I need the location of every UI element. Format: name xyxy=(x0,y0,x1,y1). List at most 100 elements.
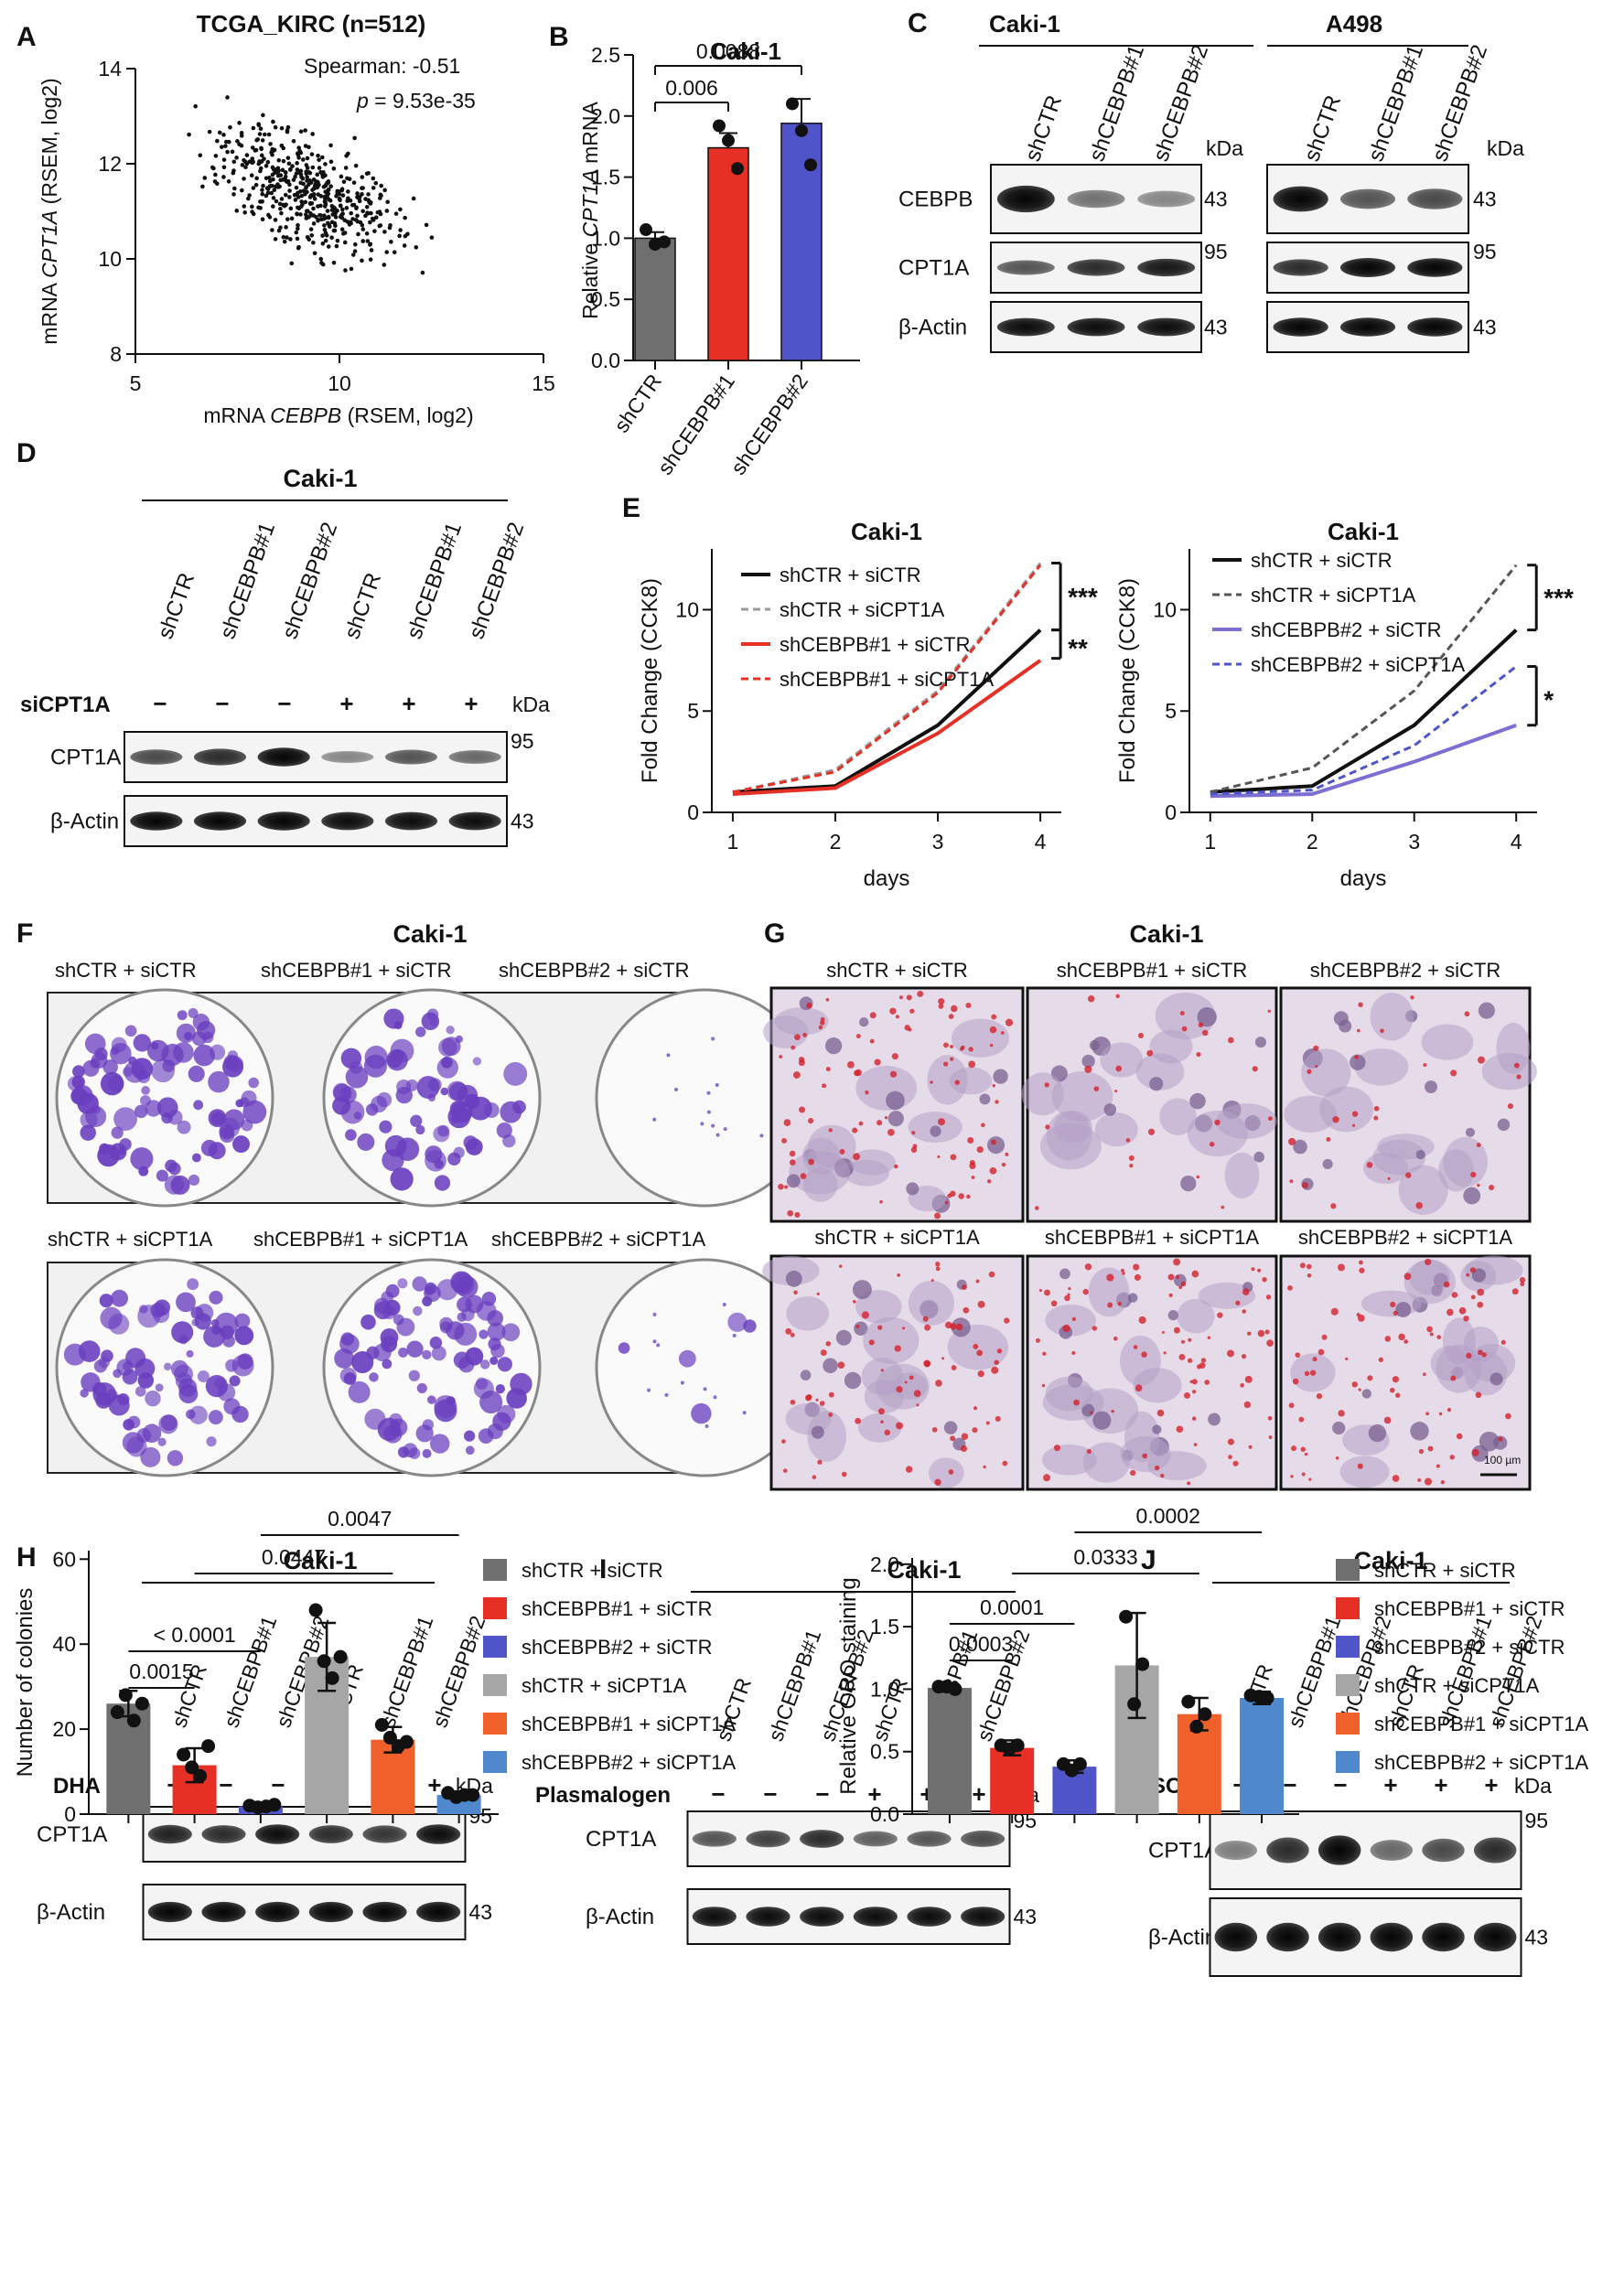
bar-f-legend-swatch xyxy=(483,1713,507,1735)
plate-f-colony xyxy=(497,1357,512,1372)
line-e-left-xlabel: days xyxy=(864,866,910,891)
micro-g-nucleus xyxy=(1471,1268,1487,1283)
bar-f-point xyxy=(118,1688,133,1703)
micro-g-cell-body xyxy=(876,1363,930,1410)
blot-c-caki-band xyxy=(1137,258,1196,277)
plate-f-colony xyxy=(191,1153,201,1163)
micro-g-lipid-droplet xyxy=(1410,995,1414,1000)
blot-d-treatment: siCPT1A xyxy=(20,693,111,717)
micro-g-lipid-droplet xyxy=(954,1080,960,1085)
bar-b-point xyxy=(640,223,652,237)
scatter-point xyxy=(307,182,311,188)
blot-c-marker: 43 xyxy=(1473,316,1497,339)
plate-f-colony xyxy=(164,1362,172,1371)
plate-f-colony xyxy=(183,1031,193,1041)
plate-f-colony xyxy=(457,1356,475,1373)
micro-g-lipid-droplet xyxy=(1447,1308,1454,1316)
blot-d-row-label: β-Actin xyxy=(50,810,119,834)
micro-g-lipid-droplet xyxy=(1050,1300,1058,1307)
plate-f-colony xyxy=(134,1386,146,1397)
blot-i-blot-band xyxy=(907,1831,952,1847)
blot-d-lane-label: shCTR xyxy=(153,570,199,642)
scatter-point xyxy=(364,231,370,236)
scatter-point xyxy=(322,213,327,219)
scatter-point xyxy=(331,205,337,209)
scatter-point xyxy=(213,154,219,158)
micro-g-lipid-droplet xyxy=(1042,1351,1047,1356)
scatter-point xyxy=(343,166,349,170)
scatter-point xyxy=(231,192,236,197)
scatter-point xyxy=(298,204,304,209)
micro-g-nucleus xyxy=(825,1037,843,1055)
micro-g-lipid-droplet xyxy=(943,1061,949,1067)
scatter-point xyxy=(339,188,344,193)
scatter-xlabel: mRNA CEBPB (RSEM, log2) xyxy=(203,403,473,427)
blot-h-treatment: DHA xyxy=(53,1774,101,1799)
scatter-ytick-label: 12 xyxy=(98,152,122,176)
plate-f-colony xyxy=(381,1336,398,1353)
scatter-point xyxy=(397,233,402,239)
plate-f-colony xyxy=(415,1026,426,1037)
blot-c-marker: 43 xyxy=(1204,316,1228,339)
micro-g-lipid-droplet xyxy=(877,1408,885,1415)
micro-g-lipid-droplet xyxy=(966,1194,971,1199)
micro-g-lipid-droplet xyxy=(1438,1412,1443,1416)
micro-g-lipid-droplet xyxy=(944,1200,949,1205)
scatter-point xyxy=(198,153,203,158)
scatter-point xyxy=(285,129,290,134)
blot-c-kda: kDa xyxy=(1206,136,1243,160)
micro-g-nucleus xyxy=(1332,1421,1346,1435)
blot-i-lane-label: shCEBPB#1 xyxy=(763,1627,825,1745)
line-e-right-legend-label: shCTR + siCTR xyxy=(1251,549,1393,572)
line-e-right-series-line xyxy=(1210,665,1518,796)
blot-h-sign: − xyxy=(219,1771,232,1799)
scatter-point xyxy=(268,183,274,188)
plate-f-colony xyxy=(141,1086,150,1095)
plate-f-colony xyxy=(652,1339,657,1344)
blot-d-marker: 43 xyxy=(511,810,534,833)
bar-g-legend-label: shCEBPB#1 + siCPT1A xyxy=(1374,1713,1588,1735)
plate-f-colony xyxy=(369,1372,379,1382)
micro-g-lipid-droplet xyxy=(1160,1473,1165,1478)
micro-g-lipid-droplet xyxy=(991,1139,996,1145)
micro-g-cell-body xyxy=(762,1255,820,1286)
plate-f-colony xyxy=(151,1058,175,1083)
bar-b-ytick-label: 2.0 xyxy=(591,104,620,128)
plate-f-colony xyxy=(373,1301,393,1320)
blot-c-caki-band xyxy=(1137,317,1196,337)
blot-c-lane-label: shCEBPB#1 xyxy=(1084,41,1149,165)
micro-g-lipid-droplet xyxy=(1135,1384,1143,1392)
micro-g-cell-body xyxy=(1339,1456,1390,1488)
micro-g-lipid-droplet xyxy=(815,1398,819,1402)
micro-g-lipid-droplet xyxy=(1106,1273,1114,1282)
blot-h-blot-band xyxy=(147,1824,192,1844)
scatter-point xyxy=(360,192,364,197)
plate-f-colony xyxy=(506,1388,527,1409)
plate-f-colony xyxy=(481,1292,497,1306)
bar-g-p-value: 0.0003 xyxy=(949,1632,1013,1656)
micro-g-lipid-droplet xyxy=(1111,1409,1114,1413)
micro-g-cell-body xyxy=(1443,1136,1488,1187)
micro-g-lipid-droplet xyxy=(1447,1407,1452,1413)
plate-f-colony xyxy=(176,1292,196,1313)
micro-g-lipid-droplet xyxy=(819,1401,825,1406)
blot-j-blot-band xyxy=(1422,1922,1465,1952)
plate-f-colony xyxy=(229,1375,241,1387)
blot-i-blot-band xyxy=(907,1907,952,1927)
micro-g-lipid-droplet xyxy=(1383,1416,1392,1424)
micro-g-lipid-droplet xyxy=(785,1327,792,1335)
micro-g-lipid-droplet xyxy=(934,1478,941,1487)
micro-g-lipid-droplet xyxy=(1071,1316,1076,1322)
micro-g-lipid-droplet xyxy=(828,1128,833,1133)
plate-f-colony xyxy=(759,1133,764,1138)
bar-f-point xyxy=(317,1654,331,1669)
micro-g-lipid-droplet xyxy=(1315,1065,1318,1069)
micro-g-nucleus xyxy=(852,1280,872,1300)
scatter-point xyxy=(280,167,285,173)
micro-g-lipid-droplet xyxy=(934,1212,941,1219)
plate-f-colony xyxy=(364,1046,388,1069)
micro-g-lipid-droplet xyxy=(1466,1352,1472,1359)
plate-f-colony xyxy=(124,1025,137,1037)
scatter-point xyxy=(285,156,291,160)
scatter-point xyxy=(342,240,348,245)
